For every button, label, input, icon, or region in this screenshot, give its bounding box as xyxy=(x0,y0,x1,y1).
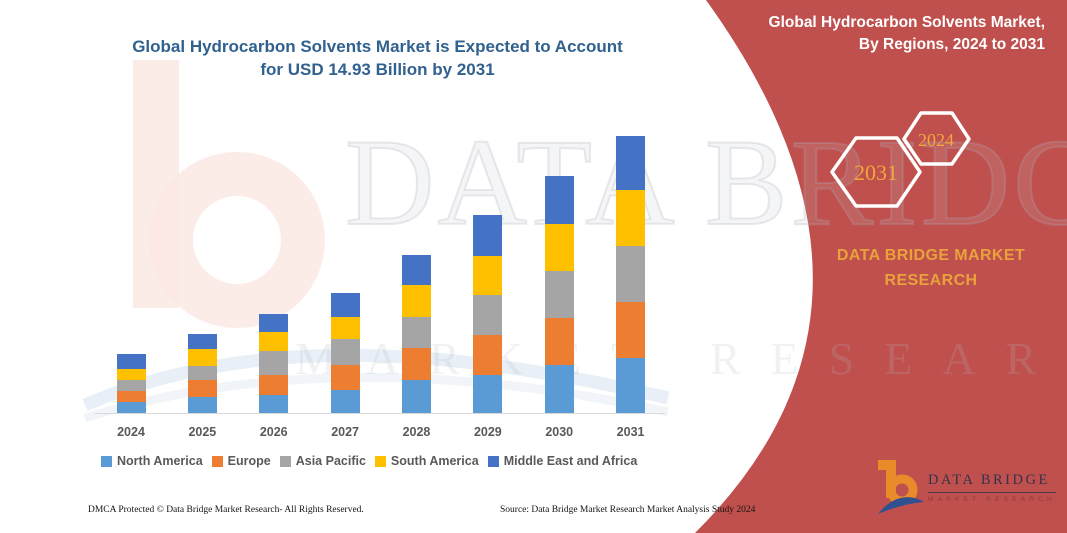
bar-segment xyxy=(330,317,360,339)
bar-segment xyxy=(544,318,574,365)
bar-segment xyxy=(616,358,646,413)
bar-segment xyxy=(116,391,146,402)
legend-item: Asia Pacific xyxy=(279,454,366,468)
legend-swatch-icon xyxy=(211,455,223,467)
hexagon-2024-icon xyxy=(902,111,971,166)
bar-segment xyxy=(259,314,289,332)
bar-segment xyxy=(116,369,146,380)
x-axis-tick-label: 2029 xyxy=(473,425,502,439)
bar-segment xyxy=(116,354,146,369)
databridge-logo: DATA BRIDGE MARKET RESEARCH xyxy=(878,458,1063,524)
hexagon-2024-label: 2024 xyxy=(918,130,954,150)
bar-segment xyxy=(259,395,289,413)
bar-segment xyxy=(473,375,503,413)
x-axis-tick-label: 2025 xyxy=(188,425,217,439)
bar-segment xyxy=(401,380,431,413)
bar-segment xyxy=(544,176,574,224)
bar-segment xyxy=(330,390,360,413)
bar-segment xyxy=(616,136,646,190)
chart-legend: North America Europe Asia Pacific South Ame… xyxy=(101,454,646,468)
hexagon-2031-icon xyxy=(830,136,922,208)
bar-segment xyxy=(544,224,574,271)
bar-segment xyxy=(330,339,360,365)
logo-subtitle-text: MARKET RESEARCH xyxy=(928,496,1056,503)
bar-segment xyxy=(544,271,574,318)
bar-segment xyxy=(473,295,503,335)
side-panel-title-line1: Global Hydrocarbon Solvents Market, xyxy=(768,14,1045,31)
logo-name-text: DATA BRIDGE xyxy=(928,472,1056,493)
bar-segment xyxy=(616,302,646,358)
bar-segment xyxy=(401,255,431,285)
side-panel-title: Global Hydrocarbon Solvents Market, By R… xyxy=(720,12,1045,56)
chart-title-line1: Global Hydrocarbon Solvents Market is Ex… xyxy=(132,37,623,56)
legend-swatch-icon xyxy=(487,455,499,467)
legend-swatch-icon xyxy=(101,455,112,467)
brand-text-line2: RESEARCH xyxy=(884,272,978,289)
bar-segment xyxy=(116,380,146,391)
legend-label: Middle East and Africa xyxy=(503,454,638,468)
legend-label: North America xyxy=(117,454,203,468)
chart-title-line2: for USD 14.93 Billion by 2031 xyxy=(260,60,495,79)
bar-segment xyxy=(401,285,431,317)
bar-segment xyxy=(187,349,217,366)
bar-segment xyxy=(473,215,503,256)
bar-segment xyxy=(401,348,431,380)
legend-label: Europe xyxy=(227,454,271,468)
legend-item: North America xyxy=(101,454,203,468)
databridge-b-icon xyxy=(878,460,924,514)
legend-item: Europe xyxy=(211,454,271,468)
legend-item: South America xyxy=(374,454,479,468)
brand-text: DATA BRIDGE MARKET RESEARCH xyxy=(800,243,1062,293)
x-axis-tick-label: 2030 xyxy=(545,425,574,439)
x-axis-tick-label: 2031 xyxy=(616,425,645,439)
legend-label: South America xyxy=(390,454,479,468)
bar-segment xyxy=(401,317,431,348)
bar-segment xyxy=(330,365,360,390)
bar-segment xyxy=(187,334,217,349)
x-axis-tick-label: 2028 xyxy=(402,425,431,439)
bar-segment xyxy=(187,366,217,380)
legend-label: Asia Pacific xyxy=(295,454,366,468)
footer-dmca-text: DMCA Protected © Data Bridge Market Rese… xyxy=(88,505,364,515)
bar-segment xyxy=(330,293,360,317)
x-axis-tick-label: 2026 xyxy=(259,425,288,439)
side-panel-title-line2: By Regions, 2024 to 2031 xyxy=(858,36,1045,53)
brand-text-line1: DATA BRIDGE MARKET xyxy=(836,247,1026,264)
bar-segment xyxy=(187,380,217,397)
x-axis-tick-label: 2027 xyxy=(331,425,360,439)
bar-segment xyxy=(259,332,289,351)
bar-segment xyxy=(616,246,646,302)
footer-source-text: Source: Data Bridge Market Research Mark… xyxy=(500,505,756,515)
legend-swatch-icon xyxy=(374,455,386,467)
bar-segment xyxy=(116,402,146,413)
bar-segment xyxy=(259,375,289,395)
x-axis-tick-label: 2024 xyxy=(117,425,145,439)
bar-segment xyxy=(259,351,289,375)
x-axis-line xyxy=(95,413,665,414)
legend-swatch-icon xyxy=(279,455,291,467)
bar-segment xyxy=(187,397,217,413)
legend-item: Middle East and Africa xyxy=(487,454,638,468)
bar-segment xyxy=(473,256,503,295)
chart-title: Global Hydrocarbon Solvents Market is Ex… xyxy=(75,35,680,81)
bar-segment xyxy=(616,190,646,246)
hexagon-2031-label: 2031 xyxy=(854,160,898,185)
bar-segment xyxy=(473,335,503,375)
bar-segment xyxy=(544,365,574,413)
